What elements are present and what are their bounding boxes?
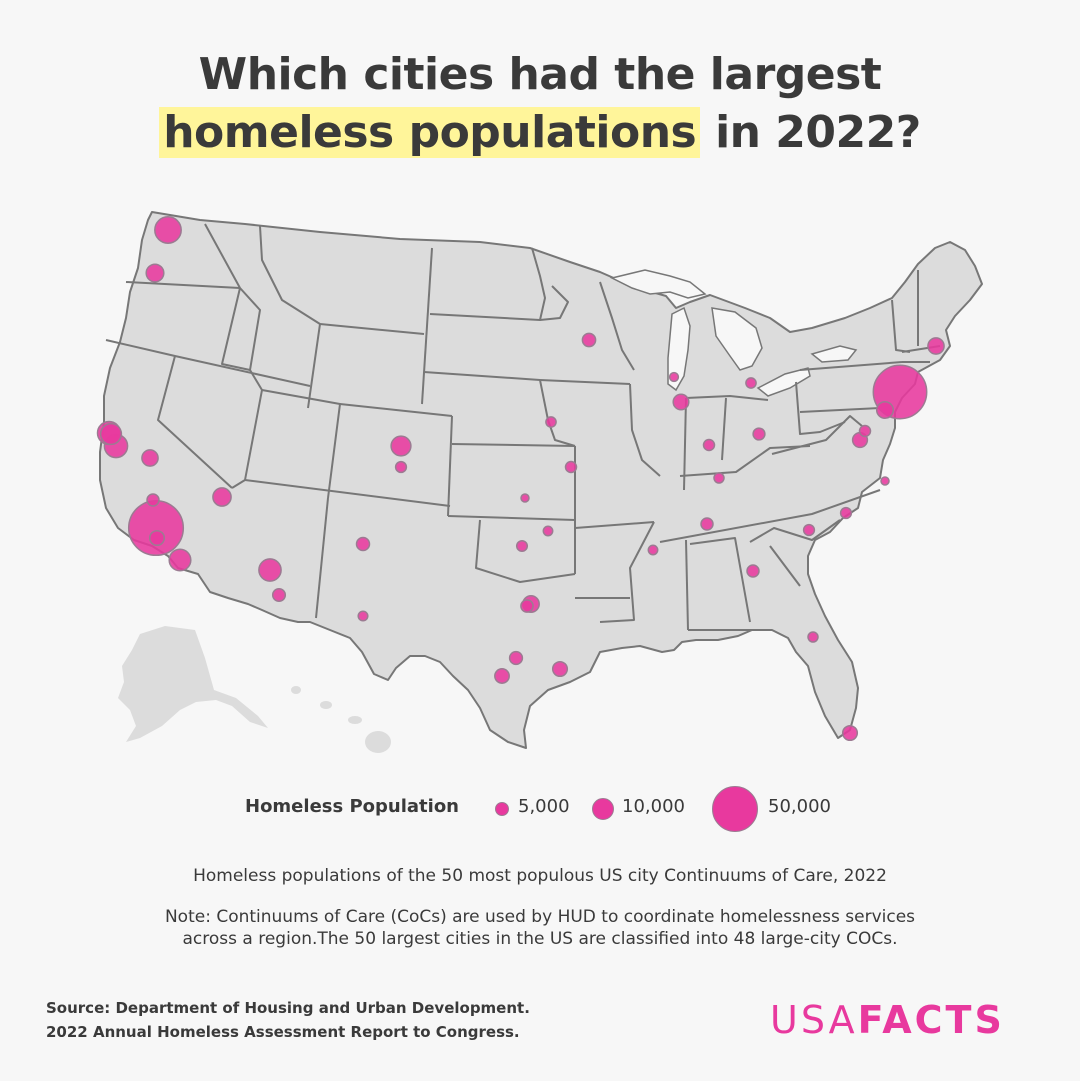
source-line-2: 2022 Annual Homeless Assessment Report t…	[46, 1023, 520, 1041]
us-mainland	[99, 211, 983, 749]
bubble-portland	[145, 263, 165, 283]
bubble-virginia-beach	[880, 476, 890, 486]
bubble-indianapolis	[702, 438, 716, 452]
lake-erie	[756, 367, 811, 397]
bubble-charlotte	[802, 523, 816, 537]
bubble-albuquerque	[355, 536, 371, 552]
alaska	[118, 626, 268, 742]
bubble-omaha	[545, 416, 557, 428]
bubble-philadelphia	[875, 400, 895, 420]
bubble-detroit	[745, 377, 757, 389]
bubble-las-vegas	[212, 487, 232, 507]
legend-title: Homeless Population	[245, 796, 459, 817]
bubble-layer	[96, 216, 945, 742]
bubble-houston	[551, 660, 569, 678]
bubble-nashville	[700, 517, 714, 531]
legend: Homeless Population 5,000 10,000 50,000	[0, 784, 1080, 832]
title-line-2-rest: in 2022?	[715, 107, 921, 158]
hawaii-oahu	[320, 701, 332, 709]
bubble-kansas-city	[564, 460, 578, 474]
bubble-minneapolis	[581, 332, 597, 348]
bubble-tucson	[271, 587, 287, 603]
legend-value-medium: 10,000	[622, 796, 685, 817]
state-borders	[105, 223, 941, 631]
title-line-1: Which cities had the largest	[198, 49, 882, 100]
legend-dot-small	[495, 802, 509, 816]
logo-light: USA	[770, 998, 858, 1042]
lake-huron	[711, 307, 763, 371]
bubble-phoenix	[258, 558, 282, 582]
hawaii-kauai	[291, 686, 301, 694]
bubble-bakersfield	[146, 493, 160, 507]
hawaii-maui	[348, 716, 362, 724]
legend-dot-large	[712, 786, 758, 832]
note-line-1: Note: Continuums of Care (CoCs) are used…	[164, 907, 916, 927]
bubble-los-angeles	[127, 499, 185, 557]
lake-ontario	[810, 345, 858, 363]
bubble-denver	[390, 435, 412, 457]
usafacts-logo: USAFACTS	[770, 998, 1005, 1042]
note-line-2: across a region.The 50 largest cities in…	[182, 929, 898, 949]
title-highlight: homeless populations	[159, 107, 701, 158]
caption: Homeless populations of the 50 most popu…	[193, 866, 887, 886]
logo-bold: FACTS	[857, 998, 1005, 1042]
bubble-san-francisco	[99, 422, 123, 446]
bubble-colorado-springs	[394, 460, 408, 474]
land-group	[99, 211, 983, 753]
legend-dot-medium	[592, 798, 614, 820]
page-title: Which cities had the largest homeless po…	[0, 46, 1080, 162]
bubble-long-beach	[148, 529, 166, 547]
lake-michigan	[667, 306, 691, 392]
bubble-wichita	[520, 493, 530, 503]
lake-superior	[609, 269, 707, 299]
source: Source: Department of Housing and Urban …	[46, 996, 530, 1044]
bubble-jacksonville	[807, 631, 819, 643]
bubble-louisville	[713, 472, 725, 484]
us-map	[96, 211, 983, 753]
source-line-1: Source: Department of Housing and Urban …	[46, 999, 530, 1017]
bubble-el-paso	[357, 610, 369, 622]
bubble-fort-worth	[520, 599, 534, 613]
hawaii-big	[365, 731, 391, 753]
title-line-2: homeless populations in 2022?	[0, 104, 1080, 162]
legend-value-small: 5,000	[518, 796, 570, 817]
bubble-san-diego	[168, 548, 192, 572]
bubble-tulsa	[542, 525, 554, 537]
bubble-milwaukee	[668, 371, 680, 383]
bubble-san-antonio	[494, 668, 510, 684]
bubble-boston	[927, 337, 945, 355]
note: Note: Continuums of Care (CoCs) are used…	[0, 906, 1080, 950]
legend-value-large: 50,000	[768, 796, 831, 817]
bubble-memphis	[647, 544, 659, 556]
bubble-columbus	[752, 427, 766, 441]
bubble-austin	[508, 650, 524, 666]
bubble-baltimore	[858, 424, 872, 438]
bubble-oklahoma-city	[515, 539, 529, 553]
bubble-fresno	[141, 449, 159, 467]
bubble-atlanta	[746, 564, 760, 578]
bubble-miami	[841, 724, 859, 742]
bubble-seattle	[154, 216, 182, 244]
bubble-raleigh	[839, 506, 853, 520]
bubble-chicago	[672, 393, 690, 411]
